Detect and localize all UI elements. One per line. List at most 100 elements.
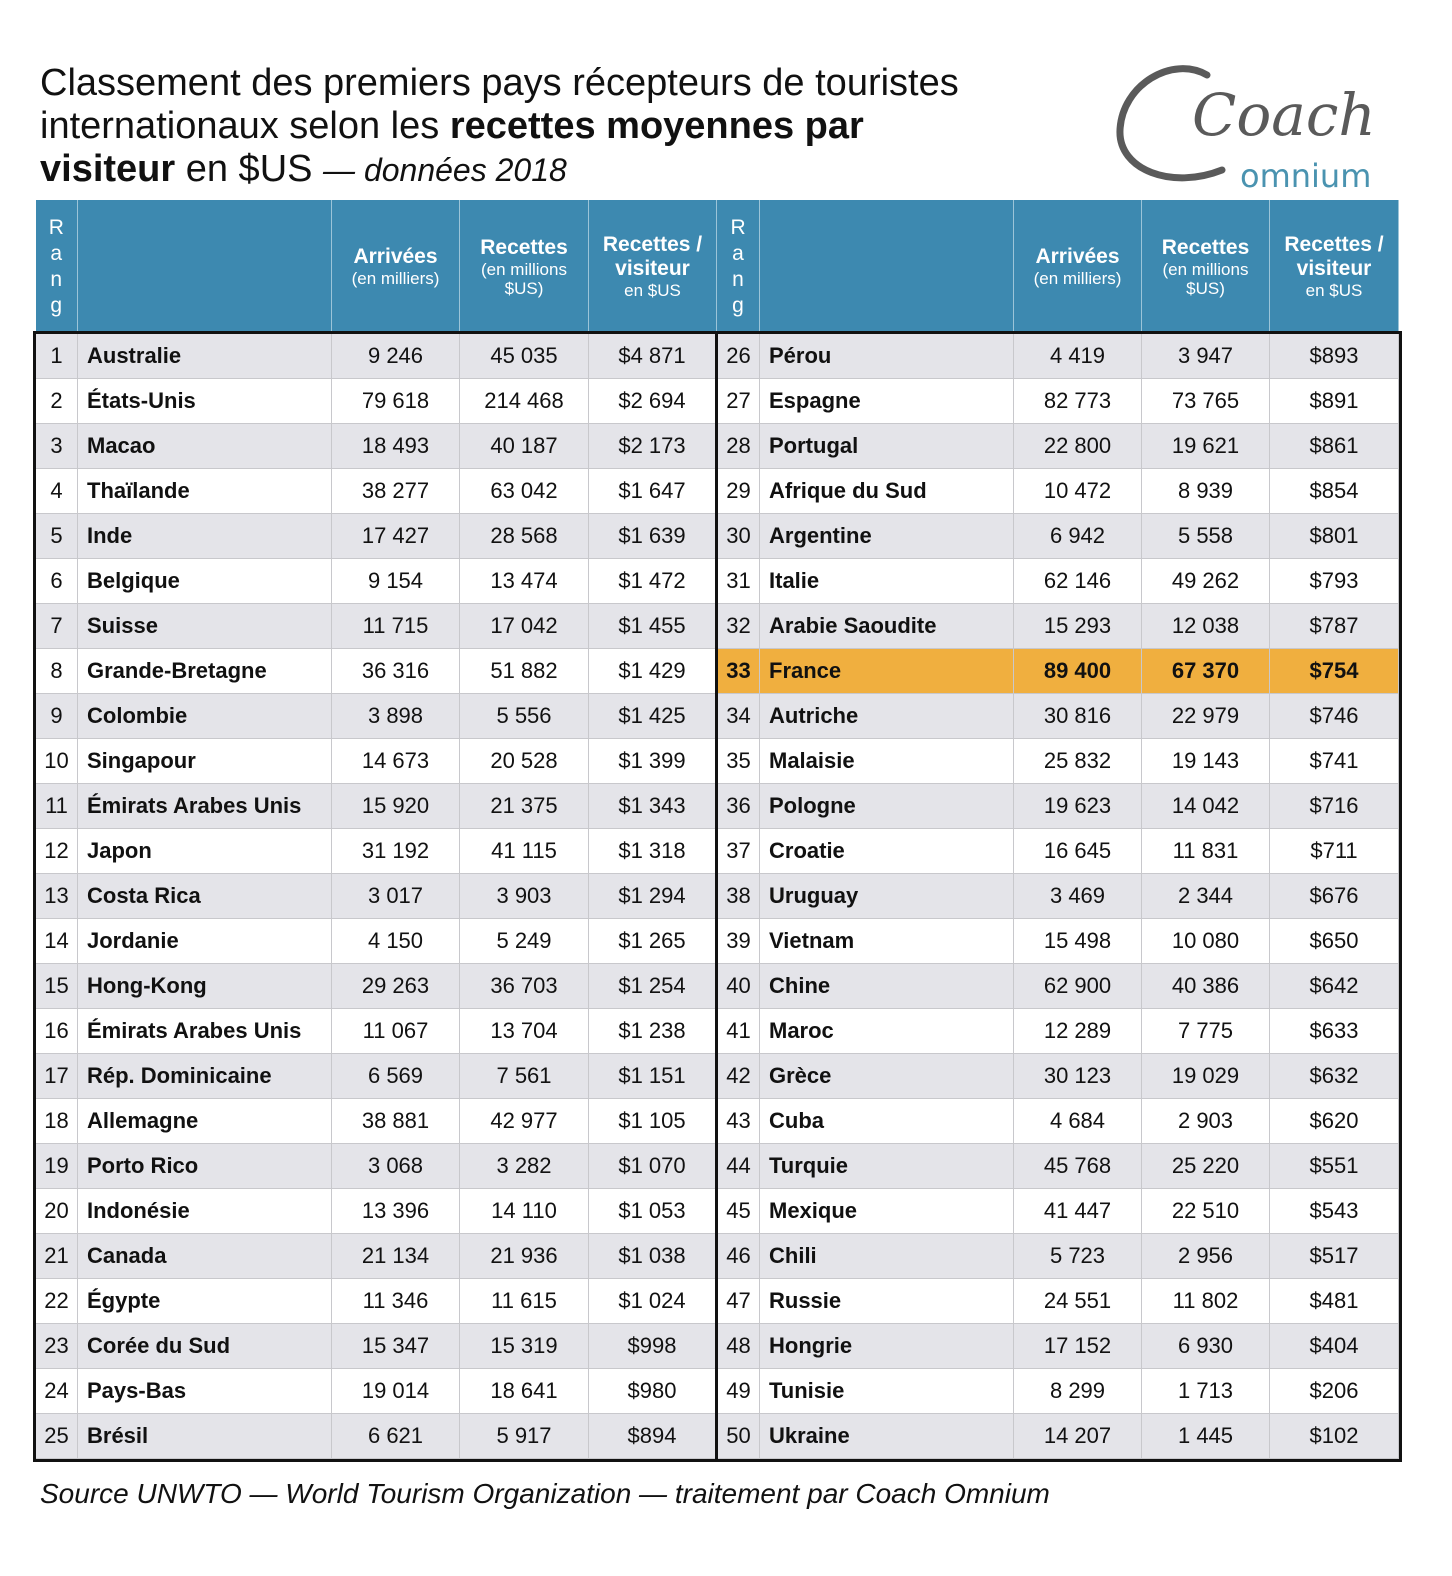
country-cell: Arabie Saoudite [759,603,1014,649]
receipts-cell: 36 703 [459,963,589,1009]
rank-cell: 13 [35,873,78,919]
arrivals-cell: 16 645 [1013,828,1142,874]
table-row: 23 Corée du Sud 15 347 15 319 $998 48 Hongrie 1… [35,1323,1399,1369]
arrivals-cell: 15 293 [1013,603,1142,649]
title-bold: recettes moyennes par [449,105,864,147]
arrivals-cell: 3 469 [1013,873,1142,919]
arrivals-cell: 79 618 [331,378,460,424]
receipts-cell: 21 375 [459,783,589,829]
rank-cell: 45 [715,1188,760,1234]
arrivals-cell: 31 192 [331,828,460,874]
logo-omnium: omnium [1240,157,1371,195]
title-line-2: internationaux selon les [40,105,450,147]
receipts-cell: 67 370 [1141,648,1270,694]
per-visitor-cell: $650 [1269,918,1399,964]
country-cell: Japon [77,828,332,874]
receipts-cell: 40 187 [459,423,589,469]
rank-cell: 15 [35,963,78,1009]
arrivals-cell: 18 493 [331,423,460,469]
receipts-cell: 21 936 [459,1233,589,1279]
per-visitor-cell: $1 038 [588,1233,717,1279]
per-visitor-cell: $891 [1269,378,1399,424]
country-cell: Émirats Arabes Unis [77,1008,332,1054]
rank-cell: 34 [715,693,760,739]
per-visitor-cell: $481 [1269,1278,1399,1324]
rank-cell: 20 [35,1188,78,1234]
country-cell: Jordanie [77,918,332,964]
rank-cell: 44 [715,1143,760,1189]
arrivals-cell: 62 146 [1013,558,1142,604]
per-visitor-cell: $1 647 [588,468,717,514]
ranking-table: Rang Arrivées (en milliers) Recettes (en mil… [32,200,1402,1462]
receipts-cell: 73 765 [1141,378,1270,424]
arrivals-cell: 15 498 [1013,918,1142,964]
receipts-cell: 45 035 [459,333,589,379]
per-visitor-cell: $1 455 [588,603,717,649]
rank-header-label: Rang [48,215,64,317]
country-cell: Australie [77,333,332,379]
arrivals-cell: 3 068 [331,1143,460,1189]
arrivals-cell: 17 427 [331,513,460,559]
rank-cell: 50 [715,1413,760,1459]
receipts-cell: 13 704 [459,1008,589,1054]
per-visitor-cell: $861 [1269,423,1399,469]
rank-cell: 32 [715,603,760,649]
per-visitor-cell: $716 [1269,783,1399,829]
arrivals-cell: 14 673 [331,738,460,784]
receipts-cell: 19 143 [1141,738,1270,784]
arrivals-cell: 29 263 [331,963,460,1009]
receipts-cell: 1 713 [1141,1368,1270,1414]
receipts-cell: 14 042 [1141,783,1270,829]
table-row: 13 Costa Rica 3 017 3 903 $1 294 38 Uruguay 3 4… [35,873,1399,919]
rank-cell: 11 [35,783,78,829]
per-visitor-cell: $632 [1269,1053,1399,1099]
arrivals-cell: 12 289 [1013,1008,1142,1054]
per-visitor-cell: $1 425 [588,693,717,739]
per-visitor-cell: $4 871 [588,333,717,379]
table-row: 14 Jordanie 4 150 5 249 $1 265 39 Vietnam 15 49… [35,918,1399,964]
country-cell: Corée du Sud [77,1323,332,1369]
header-country [759,200,1014,334]
receipts-cell: 11 831 [1141,828,1270,874]
rank-cell: 23 [35,1323,78,1369]
rank-cell: 36 [715,783,760,829]
country-cell: Uruguay [759,873,1014,919]
arrivals-cell: 6 621 [331,1413,460,1459]
arrivals-cell: 5 723 [1013,1233,1142,1279]
country-cell: Italie [759,558,1014,604]
rank-cell: 42 [715,1053,760,1099]
arrivals-cell: 15 920 [331,783,460,829]
table-row: 12 Japon 31 192 41 115 $1 318 37 Croatie 16 645… [35,828,1399,874]
receipts-cell: 19 621 [1141,423,1270,469]
arrivals-cell: 41 447 [1013,1188,1142,1234]
arrivals-cell: 82 773 [1013,378,1142,424]
arrivals-cell: 30 123 [1013,1053,1142,1099]
receipts-cell: 2 956 [1141,1233,1270,1279]
arrivals-cell: 30 816 [1013,693,1142,739]
country-cell: États-Unis [77,378,332,424]
table-row: 9 Colombie 3 898 5 556 $1 425 34 Autriche 30 81… [35,693,1399,739]
table-row: 2 États-Unis 79 618 214 468 $2 694 27 Espagne 8… [35,378,1399,424]
arrivals-cell: 36 316 [331,648,460,694]
rank-cell: 37 [715,828,760,874]
header-per-visitor: Recettes / visiteur en $US [588,200,717,334]
country-cell: Cuba [759,1098,1014,1144]
arrivals-cell: 22 800 [1013,423,1142,469]
rank-cell: 4 [35,468,78,514]
header-receipts: Recettes (en millions $US) [1141,200,1270,334]
country-cell: Argentine [759,513,1014,559]
arrivals-cell: 6 942 [1013,513,1142,559]
per-visitor-cell: $1 024 [588,1278,717,1324]
rank-cell: 33 [715,648,760,694]
arrivals-cell: 14 207 [1013,1413,1142,1459]
receipts-cell: 214 468 [459,378,589,424]
receipts-cell: 5 556 [459,693,589,739]
rank-cell: 27 [715,378,760,424]
rank-cell: 1 [35,333,78,379]
rank-cell: 24 [35,1368,78,1414]
receipts-cell: 6 930 [1141,1323,1270,1369]
per-visitor-cell: $517 [1269,1233,1399,1279]
per-visitor-cell: $1 639 [588,513,717,559]
table-row: 19 Porto Rico 3 068 3 282 $1 070 44 Turquie 45 … [35,1143,1399,1189]
receipts-cell: 49 262 [1141,558,1270,604]
